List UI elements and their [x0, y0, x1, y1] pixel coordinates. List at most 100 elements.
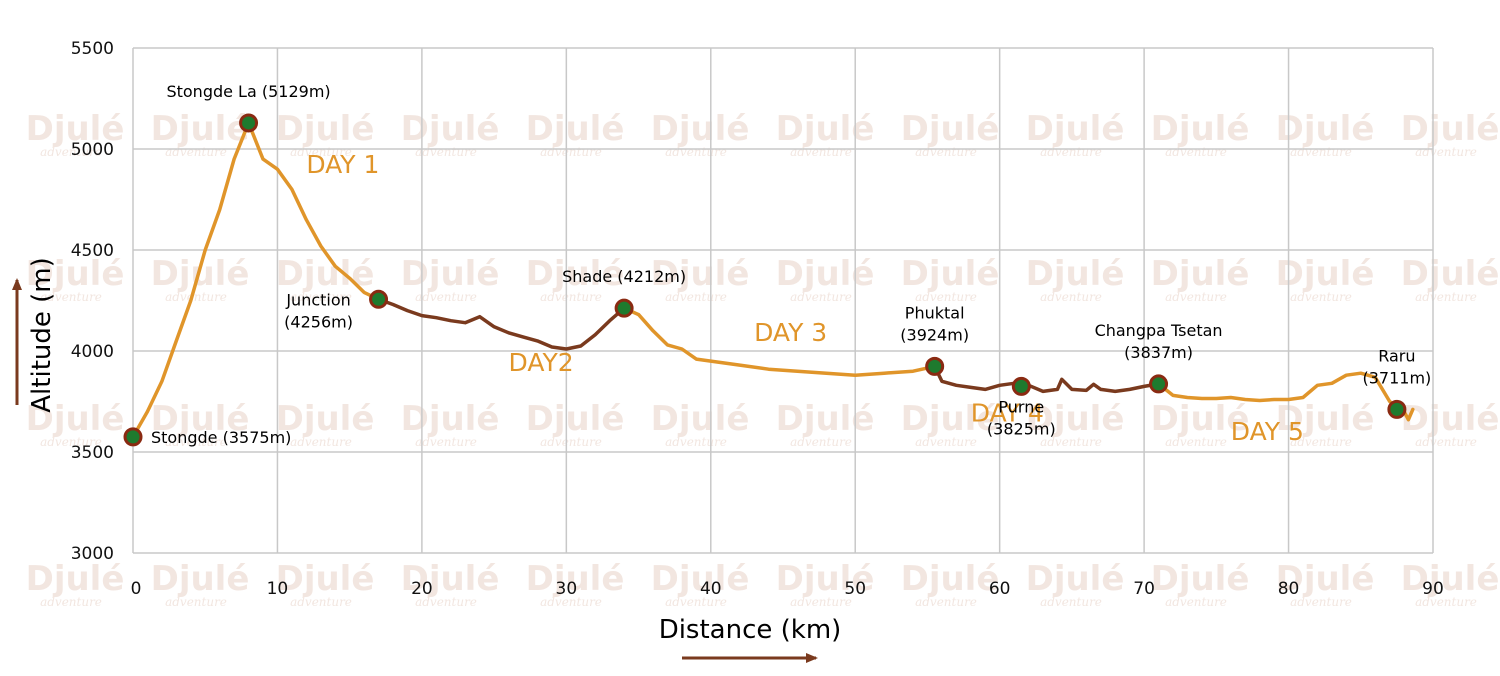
watermark-tagline: adventure	[1290, 290, 1352, 304]
watermark-tagline: adventure	[1040, 290, 1102, 304]
watermark-tagline: adventure	[915, 290, 977, 304]
watermark-tagline: adventure	[290, 290, 352, 304]
watermark-tagline: adventure	[165, 145, 227, 159]
x-tick-label: 60	[989, 579, 1011, 599]
y-tick-label: 3500	[71, 443, 114, 463]
watermark-brand: Djulé	[651, 254, 750, 294]
waypoint-label: Phuktal	[905, 303, 965, 322]
watermark-brand: Djulé	[151, 399, 250, 439]
day-label: DAY2	[509, 348, 574, 377]
profile-segment-orange	[131, 121, 381, 439]
waypoint-label: Purne	[998, 397, 1044, 416]
grid-lines	[132, 47, 1434, 554]
watermark-brand: Djulé	[1401, 254, 1500, 294]
watermark-brand: Djulé	[776, 254, 875, 294]
watermark-brand: Djulé	[401, 109, 500, 149]
y-tick-label: 4000	[71, 342, 114, 362]
watermark-brand: Djulé	[776, 559, 875, 599]
watermark-tagline: adventure	[915, 595, 977, 609]
waypoint-label: Stongde (3575m)	[151, 428, 291, 447]
watermark-brand: Djulé	[1151, 254, 1250, 294]
watermark-brand: Djulé	[1151, 399, 1250, 439]
watermark-brand: Djulé	[26, 109, 125, 149]
watermark-brand: Djulé	[1151, 559, 1250, 599]
watermark-brand: Djulé	[401, 559, 500, 599]
watermark-tagline: adventure	[1290, 145, 1352, 159]
waypoint-marker	[369, 289, 389, 309]
watermark-tagline: adventure	[1165, 435, 1227, 449]
day-label: DAY 5	[1231, 417, 1304, 446]
profile-segment-orange	[622, 306, 937, 377]
x-tick-label: 90	[1422, 579, 1444, 599]
profile-segment-brown	[932, 364, 1161, 394]
waypoint-label: (4256m)	[284, 312, 353, 331]
watermark-brand: Djulé	[151, 559, 250, 599]
watermark-tagline: adventure	[165, 435, 227, 449]
watermark-tagline: adventure	[1290, 595, 1352, 609]
watermark-tagline: adventure	[1165, 290, 1227, 304]
waypoint-label: Changpa Tsetan	[1095, 321, 1223, 340]
watermark-brand: Djulé	[1026, 109, 1125, 149]
waypoint-label: Shade (4212m)	[562, 267, 686, 286]
waypoint-labels: Stongde (3575m) Stongde La (5129m) Junctio…	[151, 82, 1431, 447]
watermark-brand: Djulé	[1276, 254, 1375, 294]
watermark-tagline: adventure	[415, 595, 477, 609]
watermark-tagline: adventure	[540, 290, 602, 304]
watermark-brand: Djulé	[276, 559, 375, 599]
profile-segment-orange	[1156, 371, 1415, 422]
watermark-layer: DjuléadventureDjuléadventureDjuléadventu…	[26, 109, 1500, 609]
x-tick-label: 50	[844, 579, 866, 599]
watermark-brand: Djulé	[526, 399, 625, 439]
x-tick-label: 10	[267, 579, 289, 599]
watermark-tagline: adventure	[1040, 435, 1102, 449]
waypoint-label: (3924m)	[900, 325, 969, 344]
waypoint-label: (3837m)	[1124, 343, 1193, 362]
day-labels: DAY 1 DAY2 DAY 3 DAY 4 DAY 5	[306, 150, 1304, 446]
y-tick-labels: 3000 3500 4000 4500 5000 5500	[71, 39, 114, 564]
waypoint-marker	[1149, 374, 1169, 394]
watermark-tagline: adventure	[665, 290, 727, 304]
watermark-tagline: adventure	[40, 435, 102, 449]
watermark-tagline: adventure	[665, 145, 727, 159]
x-tick-label: 80	[1278, 579, 1300, 599]
x-tick-label: 0	[131, 579, 142, 599]
watermark-tagline: adventure	[915, 435, 977, 449]
watermark-brand: Djulé	[401, 254, 500, 294]
watermark-tagline: adventure	[665, 435, 727, 449]
day-label: DAY 3	[754, 318, 827, 347]
watermark-brand: Djulé	[1151, 109, 1250, 149]
watermark-tagline: adventure	[165, 290, 227, 304]
watermark-tagline: adventure	[790, 595, 852, 609]
x-tick-label: 40	[700, 579, 722, 599]
watermark-brand: Djulé	[901, 254, 1000, 294]
watermark-brand: Djulé	[901, 109, 1000, 149]
waypoint-label: (3825m)	[987, 419, 1056, 438]
watermark-brand: Djulé	[526, 559, 625, 599]
watermark-brand: Djulé	[526, 254, 625, 294]
watermark-brand: Djulé	[901, 559, 1000, 599]
profile-segment-brown	[376, 297, 626, 351]
watermark-brand: Djulé	[1276, 559, 1375, 599]
watermark-tagline: adventure	[1290, 435, 1352, 449]
watermark-tagline: adventure	[540, 435, 602, 449]
y-tick-label: 4500	[71, 241, 114, 261]
x-axis-title: Distance (km)	[659, 615, 842, 645]
day-label: DAY 1	[306, 150, 379, 179]
waypoint-marker	[239, 113, 259, 133]
watermark-tagline: adventure	[790, 145, 852, 159]
waypoint-label: Stongde La (5129m)	[166, 82, 330, 101]
watermark-brand: Djulé	[151, 109, 250, 149]
watermark-tagline: adventure	[790, 435, 852, 449]
watermark-tagline: adventure	[790, 290, 852, 304]
watermark-brand: Djulé	[651, 109, 750, 149]
y-axis-title: Altitude (m)	[27, 257, 57, 412]
y-tick-label: 5500	[71, 39, 114, 59]
x-tick-label: 70	[1133, 579, 1155, 599]
watermark-tagline: adventure	[1040, 595, 1102, 609]
watermark-tagline: adventure	[290, 435, 352, 449]
watermark-brand: Djulé	[1276, 109, 1375, 149]
watermark-tagline: adventure	[415, 145, 477, 159]
day-label: DAY 4	[971, 399, 1044, 428]
watermark-tagline: adventure	[1415, 145, 1477, 159]
